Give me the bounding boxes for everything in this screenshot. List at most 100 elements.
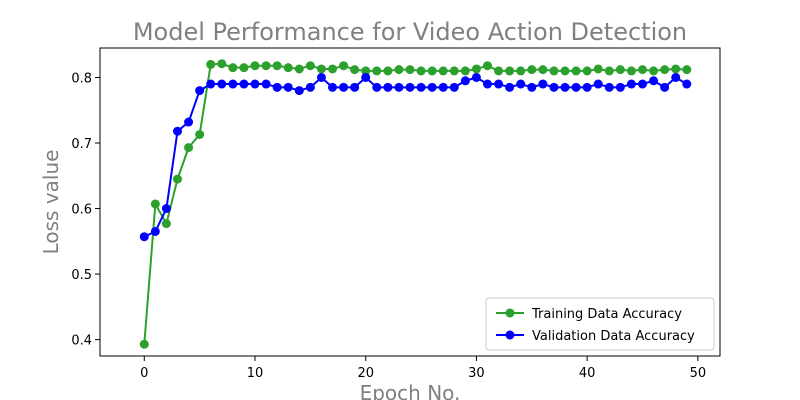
data-point [427,82,437,92]
legend-swatch-marker [505,308,515,318]
plot-frame [99,47,721,357]
y-tick-label: 0.8 [71,71,92,86]
data-point [206,59,216,69]
data-point [471,72,481,82]
data-point [361,66,371,76]
data-point [316,72,326,82]
x-tick-label: 50 [690,366,707,381]
legend-item: Training Data Accuracy [496,307,682,322]
data-point [206,79,216,89]
data-point [649,66,659,76]
data-point [626,79,636,89]
data-point [416,66,426,76]
data-point [593,64,603,74]
data-point [173,126,182,136]
data-point [305,61,315,71]
legend-label: Validation Data Accuracy [532,329,695,344]
data-point [217,79,227,89]
data-point [250,61,260,71]
legend: Training Data Accuracy Validation Data Ac… [485,297,715,351]
data-point [549,66,559,76]
data-point [383,82,393,92]
data-point [139,339,149,349]
data-point [372,82,382,92]
y-axis-ticks: 0.4 0.5 0.6 0.7 0.8 [71,71,100,349]
data-point [305,82,315,92]
data-point [328,64,337,74]
data-point [416,82,426,92]
data-point [350,65,360,75]
data-point [372,66,382,76]
x-tick-label: 40 [579,366,596,381]
data-point [571,66,581,76]
data-point [682,65,692,75]
data-point [383,66,393,76]
data-point [161,219,171,229]
legend-label: Training Data Accuracy [531,307,682,322]
data-point [394,82,404,92]
data-point [604,66,614,76]
data-point [604,82,614,92]
data-point [460,66,470,76]
y-tick-label: 0.7 [71,137,92,152]
data-point [405,82,415,92]
data-point [649,76,659,86]
series-layer [139,59,692,349]
data-point [261,79,271,89]
data-point [549,82,559,92]
series-training-data-accuracy [139,59,692,349]
data-point [239,79,249,89]
data-point [516,66,526,76]
data-point [626,66,636,76]
x-tick-label: 10 [247,366,264,381]
legend-item: Validation Data Accuracy [496,329,695,344]
data-point [150,226,160,236]
data-point [272,61,282,71]
data-point [660,65,670,75]
data-point [228,79,238,89]
data-point [438,82,448,92]
data-point [261,61,271,71]
data-point [195,130,205,140]
data-point [682,79,692,89]
data-point [283,82,293,92]
data-point [494,66,504,76]
data-point [571,82,581,92]
x-tick-label: 20 [357,366,374,381]
data-point [173,174,182,184]
data-point [427,66,437,76]
data-point [449,82,459,92]
data-point [527,82,537,92]
data-point [505,82,515,92]
legend-box [485,297,715,351]
data-point [538,79,548,89]
data-point [316,64,326,74]
y-tick-label: 0.4 [71,334,92,349]
data-point [516,79,526,89]
data-point [239,63,249,73]
data-point [328,82,337,92]
data-point [339,82,349,92]
data-point [139,232,149,242]
data-point [294,64,304,74]
x-tick-label: 0 [140,366,148,381]
data-point [150,199,160,209]
data-point [593,79,603,89]
data-point [339,61,349,71]
data-point [615,65,625,75]
data-point [283,63,293,73]
data-point [350,82,360,92]
data-point [217,59,227,69]
data-point [560,66,570,76]
data-point [582,66,592,76]
data-point [615,82,625,92]
data-point [184,117,194,127]
x-axis-label: Epoch No. [360,381,461,400]
data-point [361,72,371,82]
data-point [483,79,492,89]
data-point [660,82,670,92]
chart-title: Model Performance for Video Action Detec… [133,18,687,46]
data-point [250,79,260,89]
data-point [582,82,592,92]
data-point [438,66,448,76]
